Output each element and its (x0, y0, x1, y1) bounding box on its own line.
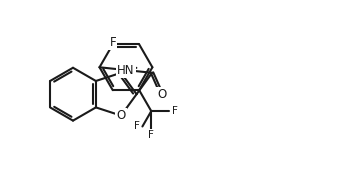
Text: HN: HN (117, 63, 135, 77)
Text: F: F (148, 130, 154, 140)
Text: F: F (134, 121, 139, 131)
Text: O: O (117, 109, 126, 122)
Text: F: F (109, 36, 116, 49)
Text: O: O (157, 88, 167, 101)
Text: F: F (172, 106, 178, 116)
